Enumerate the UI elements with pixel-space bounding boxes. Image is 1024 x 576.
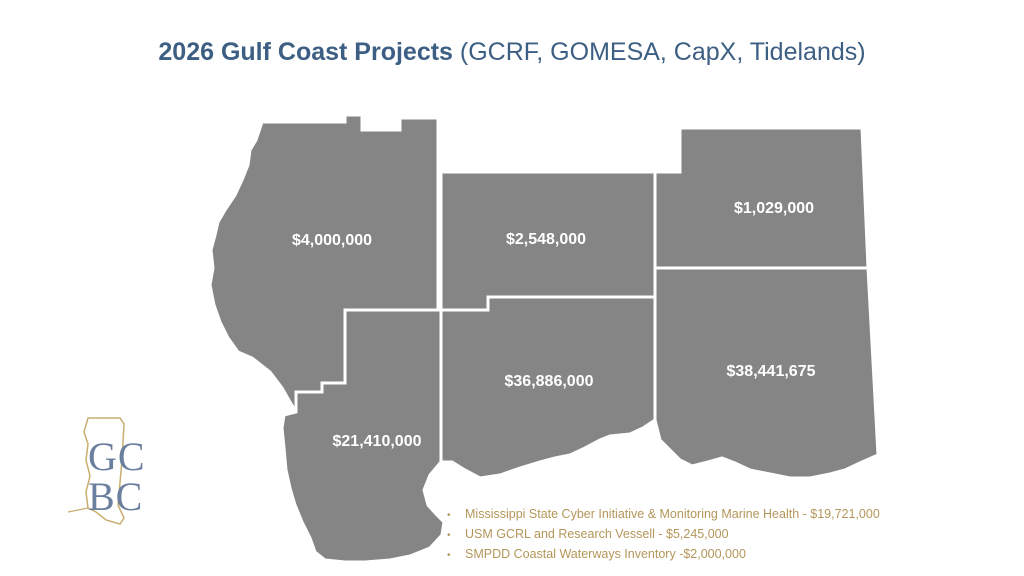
amount-southeast: $38,441,675 (726, 363, 816, 380)
mississippi-outline-icon (67, 417, 125, 525)
region-southeast[interactable] (653, 266, 880, 480)
amount-southwest: $21,410,000 (332, 433, 422, 450)
logo-line1: GC (88, 434, 146, 479)
region-northeast[interactable] (653, 126, 870, 270)
region-southwest[interactable] (280, 308, 446, 564)
project-item: Mississippi State Cyber Initiative & Mon… (447, 505, 880, 525)
page-title: 2026 Gulf Coast Projects (GCRF, GOMESA, … (0, 38, 1024, 67)
title-sub: (GCRF, GOMESA, CapX, Tidelands) (459, 38, 866, 66)
amount-south-central: $36,886,000 (504, 373, 594, 390)
amount-north-central: $2,548,000 (505, 231, 587, 248)
project-list: Mississippi State Cyber Initiative & Mon… (447, 505, 880, 565)
logo-line2: BC (88, 474, 144, 519)
amount-northeast: $1,029,000 (733, 200, 815, 217)
gcbc-logo: GC BC (58, 400, 168, 550)
title-main: 2026 Gulf Coast Projects (158, 38, 453, 66)
project-item: SMPDD Coastal Waterways Inventory -$2,00… (447, 545, 880, 565)
amount-northwest: $4,000,000 (291, 232, 373, 249)
region-northwest[interactable] (208, 113, 440, 418)
project-item: USM GCRL and Research Vessell - $5,245,0… (447, 525, 880, 545)
